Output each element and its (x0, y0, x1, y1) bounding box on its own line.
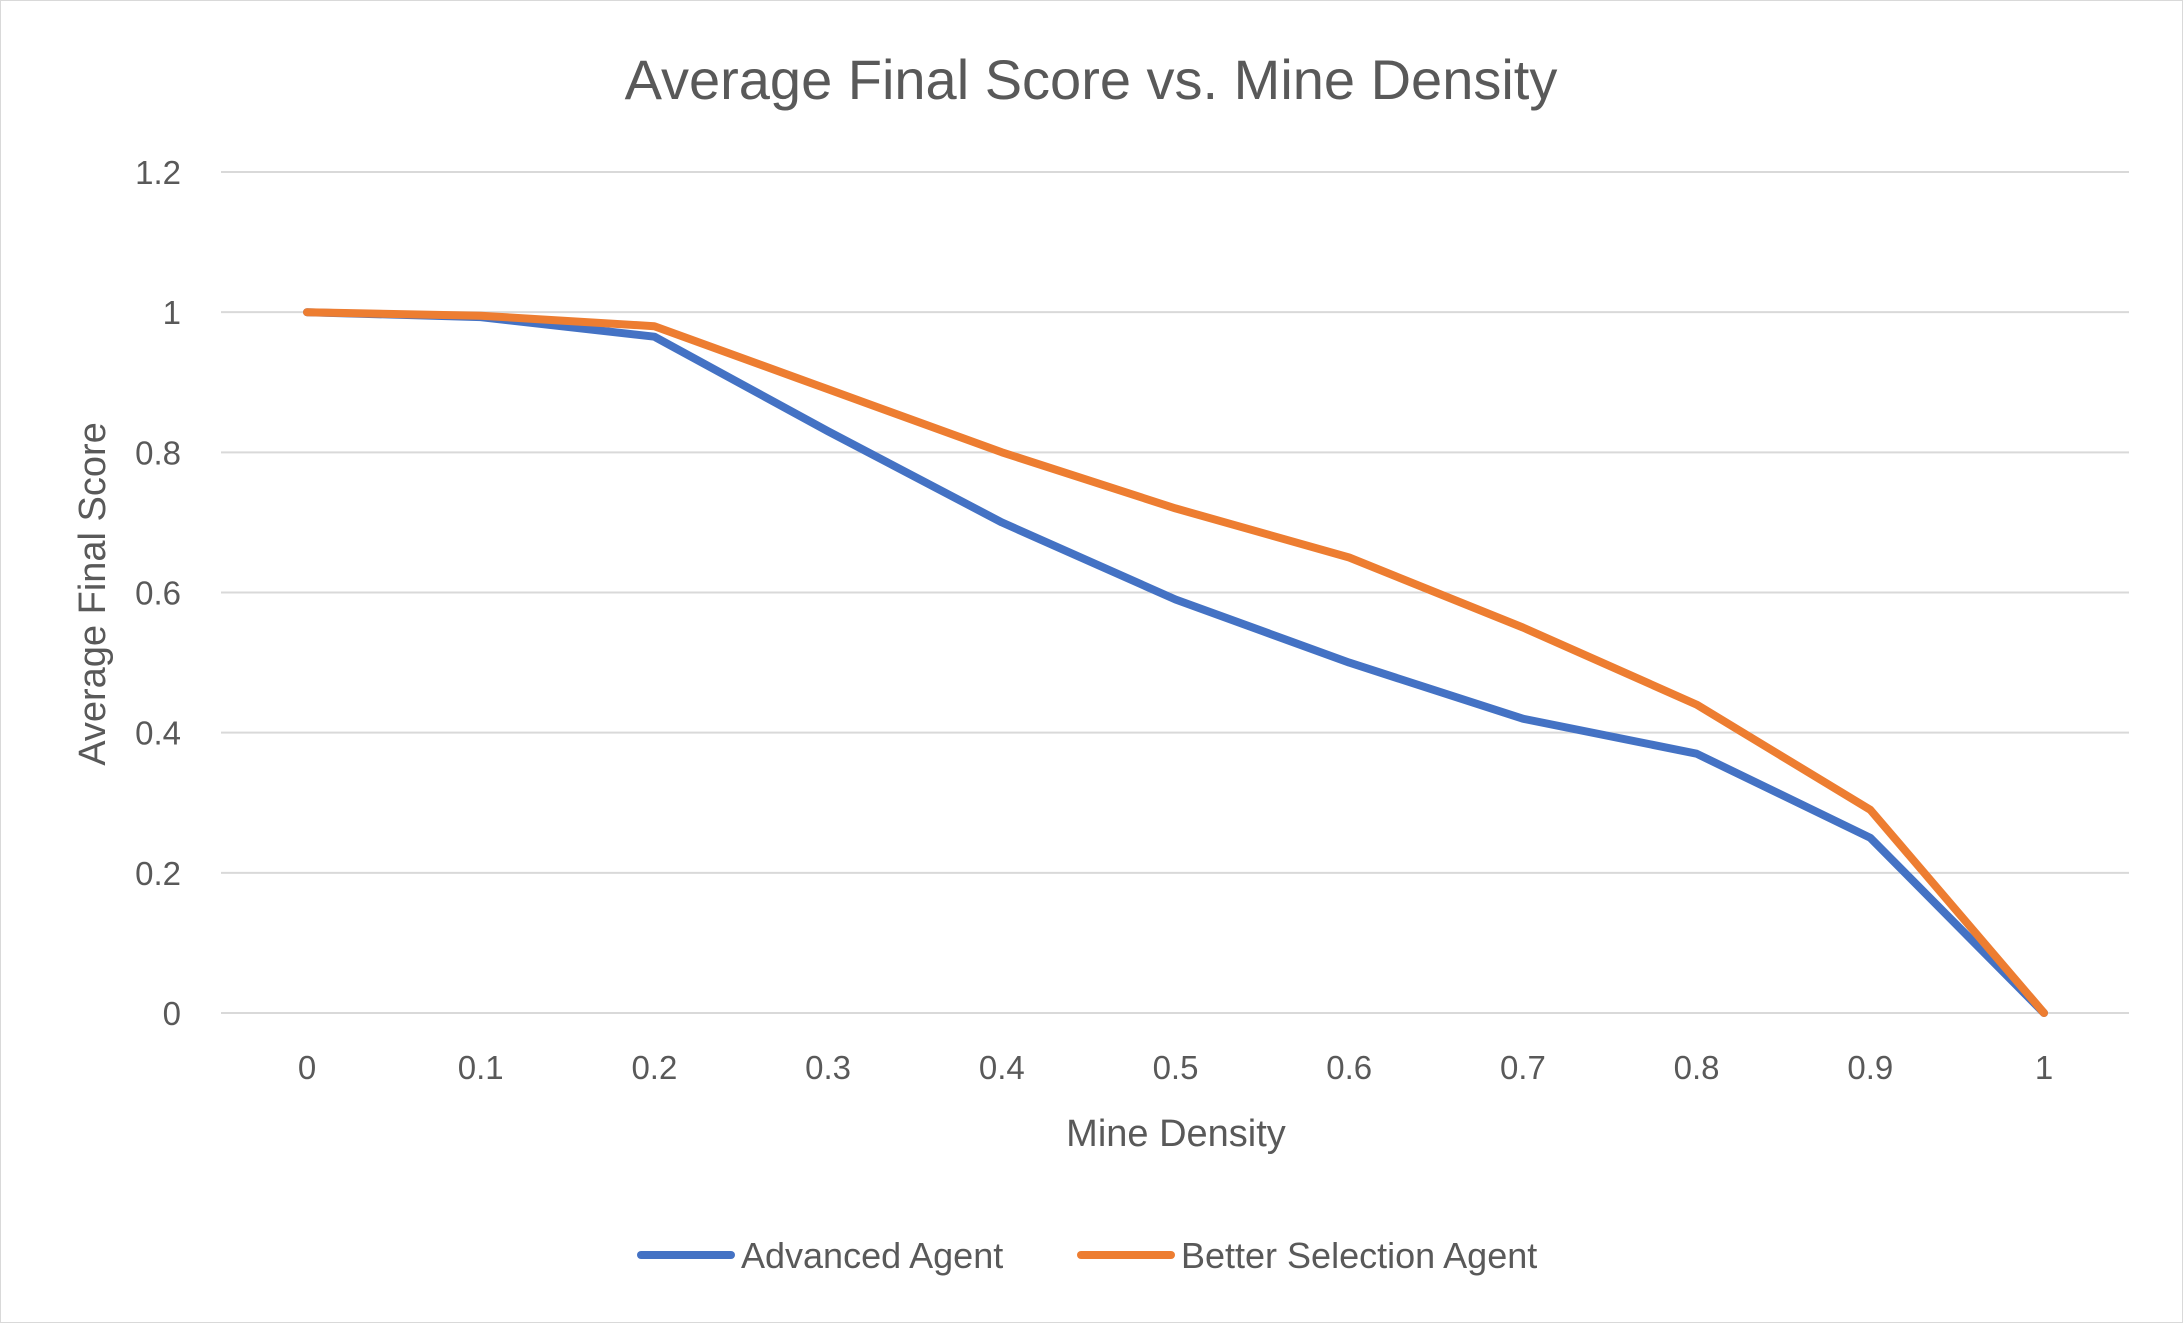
y-tick-label: 0.6 (135, 575, 181, 612)
series-lines (303, 308, 2048, 1017)
y-tick-label: 0.2 (135, 855, 181, 892)
x-tick-label: 0.1 (458, 1049, 504, 1086)
x-tick-label: 0.6 (1326, 1049, 1372, 1086)
x-tick-label: 0.8 (1674, 1049, 1720, 1086)
series-line-0 (303, 308, 2048, 1017)
gridlines (221, 171, 2129, 1014)
x-tick-label: 0 (298, 1049, 316, 1086)
x-axis-title: Mine Density (1066, 1113, 1286, 1155)
x-tick-label: 0.2 (631, 1049, 677, 1086)
legend-label-1: Better Selection Agent (1181, 1235, 1537, 1276)
chart-title: Average Final Score vs. Mine Density (625, 48, 1558, 111)
y-axis-ticks: 0 0.2 0.4 0.6 0.8 1 1.2 (135, 154, 181, 1032)
y-axis-title: Average Final Score (72, 422, 114, 766)
x-tick-label: 0.7 (1500, 1049, 1546, 1086)
y-tick-label: 0 (163, 995, 181, 1032)
x-tick-label: 0.3 (805, 1049, 851, 1086)
x-tick-label: 0.4 (979, 1049, 1025, 1086)
y-tick-label: 0.8 (135, 434, 181, 471)
legend: Advanced Agent Better Selection Agent (637, 1235, 1537, 1276)
y-tick-label: 1 (163, 294, 181, 331)
x-axis-ticks: 0 0.1 0.2 0.3 0.4 0.5 0.6 0.7 0.8 0.9 1 (298, 1049, 2053, 1086)
series-line-1 (303, 308, 2048, 1017)
y-tick-label: 0.4 (135, 715, 181, 752)
x-tick-label: 1 (2035, 1049, 2053, 1086)
legend-label-0: Advanced Agent (741, 1235, 1003, 1276)
y-tick-label: 1.2 (135, 154, 181, 191)
x-tick-label: 0.9 (1847, 1049, 1893, 1086)
x-tick-label: 0.5 (1153, 1049, 1199, 1086)
